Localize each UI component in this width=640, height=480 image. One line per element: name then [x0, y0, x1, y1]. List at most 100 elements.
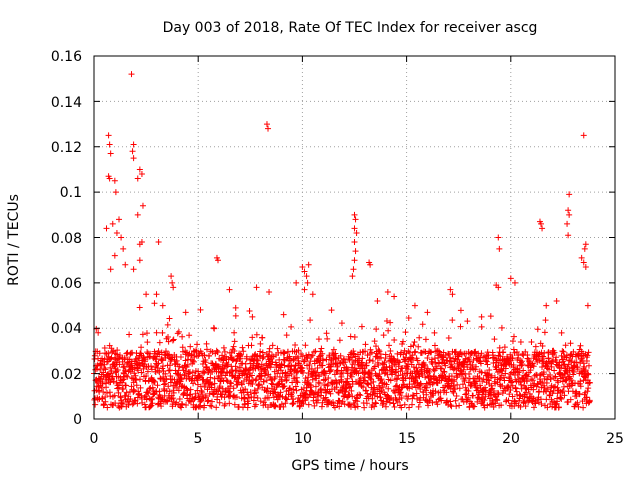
- data-point: [275, 380, 282, 387]
- data-point: [534, 381, 541, 388]
- data-point: [287, 367, 294, 374]
- data-point: [120, 385, 127, 392]
- data-point: [134, 175, 141, 182]
- data-point: [277, 367, 284, 374]
- data-point: [522, 348, 529, 355]
- data-point: [318, 345, 325, 352]
- data-point: [274, 370, 281, 377]
- data-point: [559, 389, 566, 396]
- data-point: [543, 396, 550, 403]
- data-point: [271, 402, 278, 409]
- data-point: [315, 397, 322, 404]
- data-point: [344, 366, 351, 373]
- data-point: [200, 368, 207, 375]
- data-point: [499, 368, 506, 375]
- data-point: [528, 339, 535, 346]
- data-point: [237, 351, 244, 358]
- data-point: [385, 327, 392, 334]
- data-point: [534, 326, 541, 333]
- data-point: [245, 400, 252, 407]
- data-point: [195, 368, 202, 375]
- data-point: [449, 317, 456, 324]
- data-point: [392, 369, 399, 376]
- data-point: [213, 388, 220, 395]
- data-point: [138, 344, 145, 351]
- data-point: [578, 254, 585, 261]
- data-point: [248, 342, 255, 349]
- data-point: [471, 349, 478, 356]
- data-point: [232, 304, 239, 311]
- data-point: [332, 377, 339, 384]
- data-point: [111, 252, 118, 259]
- data-point: [511, 279, 518, 286]
- data-point: [91, 352, 98, 359]
- data-point: [301, 286, 308, 293]
- data-point: [584, 352, 591, 359]
- data-point: [136, 166, 143, 173]
- data-point: [445, 335, 452, 342]
- data-point: [260, 399, 267, 406]
- data-point: [354, 398, 361, 405]
- data-point: [510, 333, 517, 340]
- data-point: [372, 399, 379, 406]
- data-point: [129, 148, 136, 155]
- axis-ticks: [93, 55, 616, 420]
- data-point: [543, 376, 550, 383]
- data-point: [493, 396, 500, 403]
- data-point: [539, 363, 546, 370]
- data-point: [116, 216, 123, 223]
- data-point: [574, 364, 581, 371]
- data-point: [158, 403, 165, 410]
- data-point: [216, 383, 223, 390]
- data-point: [106, 141, 113, 148]
- data-point: [259, 334, 266, 341]
- data-point: [492, 400, 499, 407]
- data-point: [257, 348, 264, 355]
- data-point: [336, 403, 343, 410]
- data-point: [126, 398, 133, 405]
- data-point: [139, 331, 146, 338]
- data-point: [461, 378, 468, 384]
- data-point: [394, 350, 401, 357]
- data-point: [436, 348, 443, 355]
- data-point: [315, 336, 322, 343]
- data-point: [276, 373, 283, 380]
- data-point: [337, 352, 344, 359]
- data-point: [143, 372, 150, 379]
- data-point: [215, 387, 222, 394]
- data-point: [399, 338, 406, 345]
- data-point: [540, 353, 547, 360]
- data-point: [302, 342, 309, 349]
- data-point: [133, 355, 140, 362]
- data-point: [300, 400, 307, 407]
- data-point: [532, 400, 539, 407]
- data-point: [189, 369, 196, 376]
- data-point: [543, 302, 550, 309]
- data-point: [165, 333, 172, 340]
- data-point: [281, 356, 288, 363]
- data-point: [232, 363, 239, 370]
- data-point: [577, 378, 584, 385]
- data-point: [116, 352, 123, 359]
- data-point: [190, 380, 197, 387]
- data-point: [359, 355, 366, 362]
- data-point: [346, 355, 353, 362]
- data-point: [495, 234, 502, 241]
- data-point: [566, 211, 573, 218]
- data-point: [288, 323, 295, 330]
- data-point: [320, 357, 327, 364]
- data-point: [166, 351, 173, 358]
- data-point: [121, 354, 128, 361]
- data-point: [454, 381, 461, 388]
- data-point: [288, 363, 295, 370]
- data-point: [319, 350, 326, 357]
- data-point: [410, 342, 417, 349]
- data-point: [566, 191, 573, 198]
- data-point: [507, 386, 514, 393]
- data-point: [131, 387, 138, 394]
- data-point: [323, 389, 330, 396]
- data-point: [187, 386, 194, 393]
- data-point: [229, 356, 236, 363]
- data-point: [269, 342, 276, 349]
- data-point: [109, 220, 116, 227]
